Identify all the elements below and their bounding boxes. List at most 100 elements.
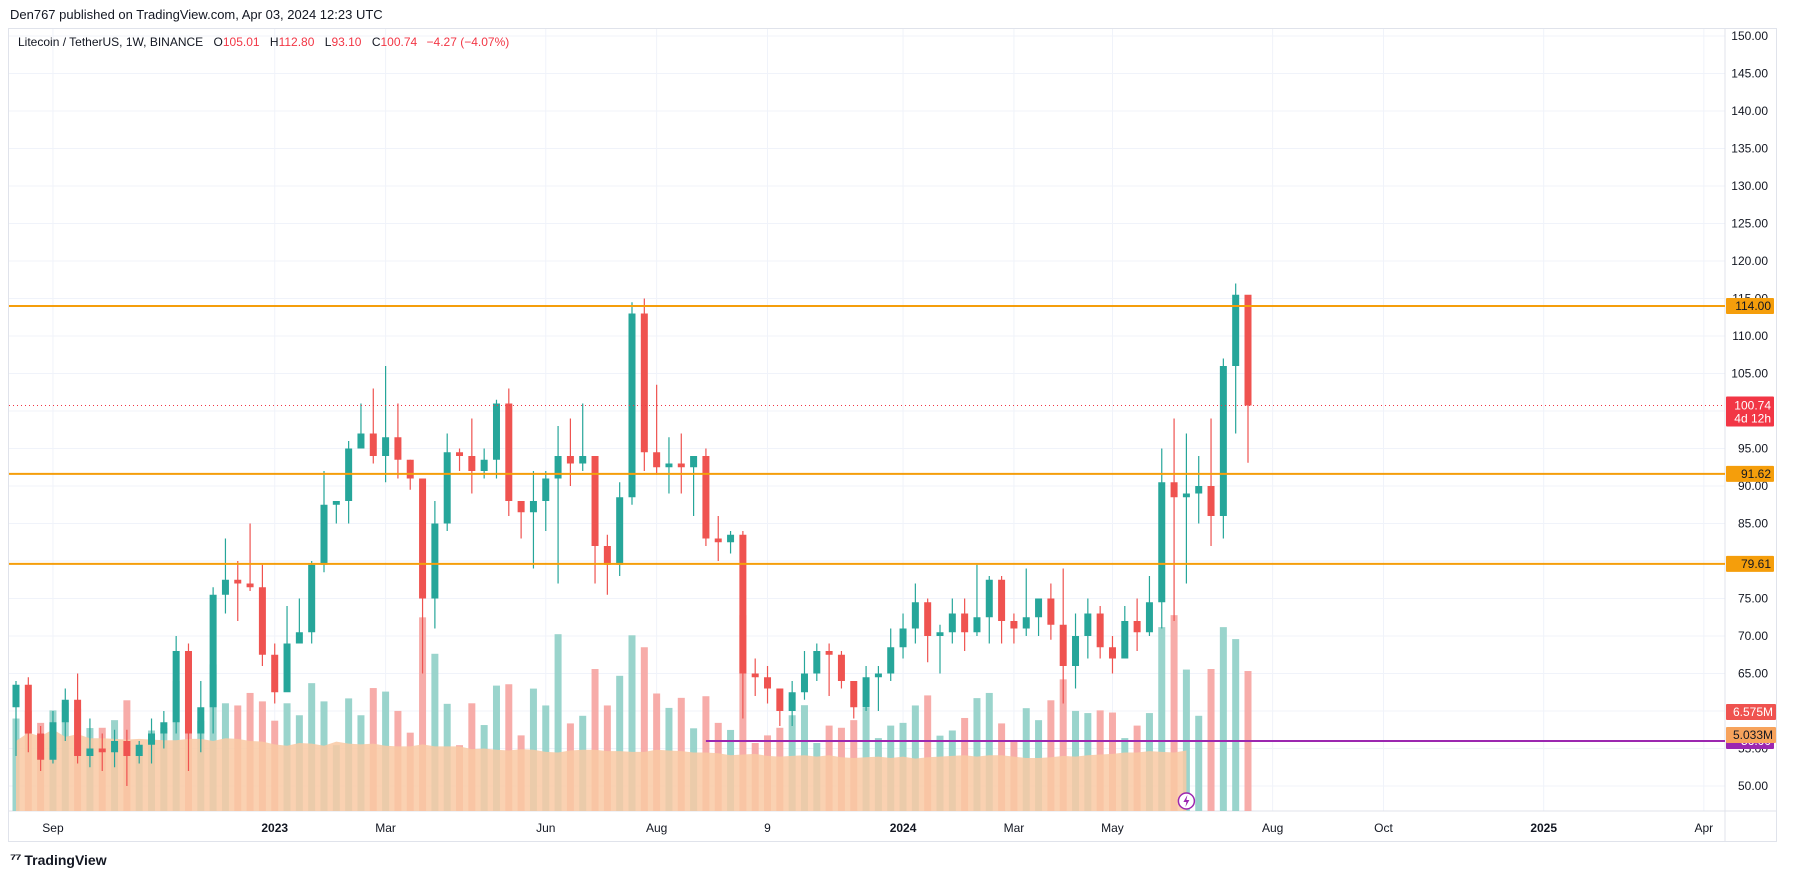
y-tick-label: 135.00 (1731, 142, 1768, 156)
candle-body (98, 748, 106, 753)
y-tick-label: 140.00 (1731, 104, 1768, 118)
symbol-label[interactable]: Litecoin / TetherUS, 1W, BINANCE (18, 35, 204, 49)
tradingview-footer[interactable]: ⁷⁷ TradingView (10, 851, 107, 868)
volume-bar (1059, 679, 1067, 811)
x-tick-label: Oct (1374, 821, 1393, 835)
volume-bar (419, 617, 427, 811)
x-tick-label: Aug (1262, 821, 1283, 835)
y-tick-label: 130.00 (1731, 179, 1768, 193)
y-tick-label: 70.00 (1738, 629, 1768, 643)
candle-body (985, 579, 993, 618)
candle-body (1195, 486, 1203, 494)
candle-body (677, 463, 685, 468)
candle-body (123, 741, 131, 756)
candle-body (12, 684, 20, 708)
y-tick-label: 150.00 (1731, 29, 1768, 43)
volume-badge (1726, 727, 1776, 743)
volume-bar (640, 647, 648, 811)
y-tick-label: 50.00 (1738, 779, 1768, 793)
candle-body (542, 478, 550, 501)
y-tick-label: 105.00 (1731, 367, 1768, 381)
x-tick-label: 2025 (1530, 821, 1557, 835)
candle-body (837, 654, 845, 681)
candle-body (690, 456, 698, 468)
levels (9, 305, 1725, 742)
candle-body (825, 651, 833, 655)
candle-body (37, 733, 45, 760)
volume-bar (1232, 639, 1240, 811)
last-price-badge (1726, 396, 1774, 427)
y-tick-label: 90.00 (1738, 479, 1768, 493)
candle-body (788, 692, 796, 711)
candle-body (357, 433, 365, 449)
candle-body (24, 684, 32, 734)
candle-body (1244, 294, 1252, 406)
candle-body (727, 534, 735, 543)
candle-body (480, 459, 488, 471)
candle-body (443, 452, 451, 524)
candle-body (566, 456, 574, 464)
candle-body (973, 617, 981, 633)
candle-body (1121, 621, 1129, 659)
candle-body (148, 733, 156, 745)
candle-body (1219, 366, 1227, 516)
volume-bar (492, 685, 500, 811)
volume-bar (1158, 627, 1166, 811)
volume-bar (1219, 627, 1227, 811)
volume-bar (985, 692, 993, 811)
candle-body (332, 501, 340, 505)
candle-body (1072, 636, 1080, 666)
level-badge (1726, 555, 1774, 572)
candle-body (936, 632, 944, 636)
volume-bar (554, 634, 562, 811)
candle-body (234, 579, 242, 584)
y-tick-label: 125.00 (1731, 217, 1768, 231)
candle-body (1010, 621, 1018, 629)
candle-body (419, 478, 427, 599)
y-tick-label: 75.00 (1738, 592, 1768, 606)
candle-body (998, 579, 1006, 621)
volume-bar (628, 635, 636, 811)
x-tick-label: 9 (764, 821, 771, 835)
candle-body (628, 313, 636, 498)
volume-badge-label: 6.575M (1733, 705, 1773, 719)
candle-body (431, 523, 439, 599)
candle-body (1170, 482, 1178, 498)
y-tick-label: 65.00 (1738, 667, 1768, 681)
candle-body (1182, 493, 1190, 498)
candle-body (197, 707, 205, 734)
candle-body (86, 748, 94, 756)
volume-bar (1047, 700, 1055, 811)
candle-body (529, 501, 537, 513)
volume-bar (505, 684, 513, 811)
candle-body (456, 452, 464, 456)
candle-body (702, 456, 710, 539)
x-tick-label: May (1101, 821, 1124, 835)
y-tick-label: 145.00 (1731, 67, 1768, 81)
volume-bar (973, 698, 981, 811)
x-tick-label: Aug (646, 821, 667, 835)
volume-bar (431, 653, 439, 811)
candle-body (764, 677, 772, 689)
x-axis: Sep 2023 Mar Jun Aug 9 2024 Mar May Aug Oct 2025 Apr… (42, 821, 1713, 835)
candle-body (517, 501, 525, 513)
candle-body (1096, 613, 1104, 648)
y-tick-label: 110.00 (1732, 329, 1768, 343)
open-label: O (213, 35, 223, 49)
volume-bar (924, 695, 932, 811)
x-tick-label: 2023 (261, 821, 288, 835)
volume-bar (591, 669, 599, 811)
low-value: 93.10 (331, 35, 362, 49)
high-value: 112.80 (278, 35, 315, 49)
candle-body (221, 579, 229, 595)
candle-body (1108, 647, 1116, 659)
x-tick-label: Mar (375, 821, 396, 835)
candle-body (246, 583, 254, 588)
candle-body (295, 632, 303, 644)
tradingview-brand: TradingView (24, 851, 107, 868)
candle-body (1035, 598, 1043, 618)
x-tick-label: Jun (536, 821, 555, 835)
candle-body (751, 673, 759, 678)
